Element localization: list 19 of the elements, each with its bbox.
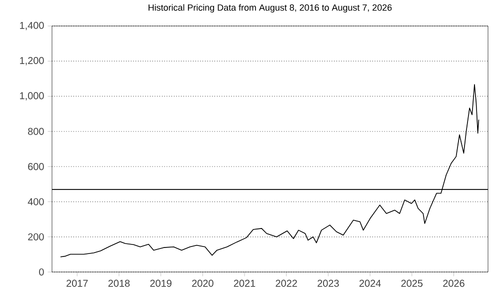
x-tick-label: 2018 (108, 280, 130, 287)
y-tick-label: 800 (28, 128, 44, 135)
chart-title: Historical Pricing Data from August 8, 2016 to August 7, 2026 (148, 4, 392, 12)
x-tick-label: 2021 (234, 280, 256, 287)
y-tick-label: 1,400 (20, 22, 44, 30)
x-tick-label: 2025 (401, 280, 423, 287)
y-tick-label: 600 (28, 163, 44, 170)
y-tick-label: 400 (28, 198, 44, 206)
y-tick-label: 200 (28, 233, 44, 240)
y-tick-label: 1,000 (20, 92, 44, 100)
x-tick-label: 2026 (443, 280, 464, 287)
x-tick-label: 2022 (276, 280, 297, 287)
x-tick-label: 2019 (150, 280, 172, 287)
y-tick-label: 1,200 (20, 57, 44, 66)
x-tick-label: 2017 (66, 280, 88, 287)
x-tick-label: 2020 (192, 280, 214, 287)
y-tick-label: 0 (39, 268, 44, 276)
x-tick-label: 2023 (318, 280, 339, 287)
x-tick-label: 2024 (359, 280, 381, 287)
